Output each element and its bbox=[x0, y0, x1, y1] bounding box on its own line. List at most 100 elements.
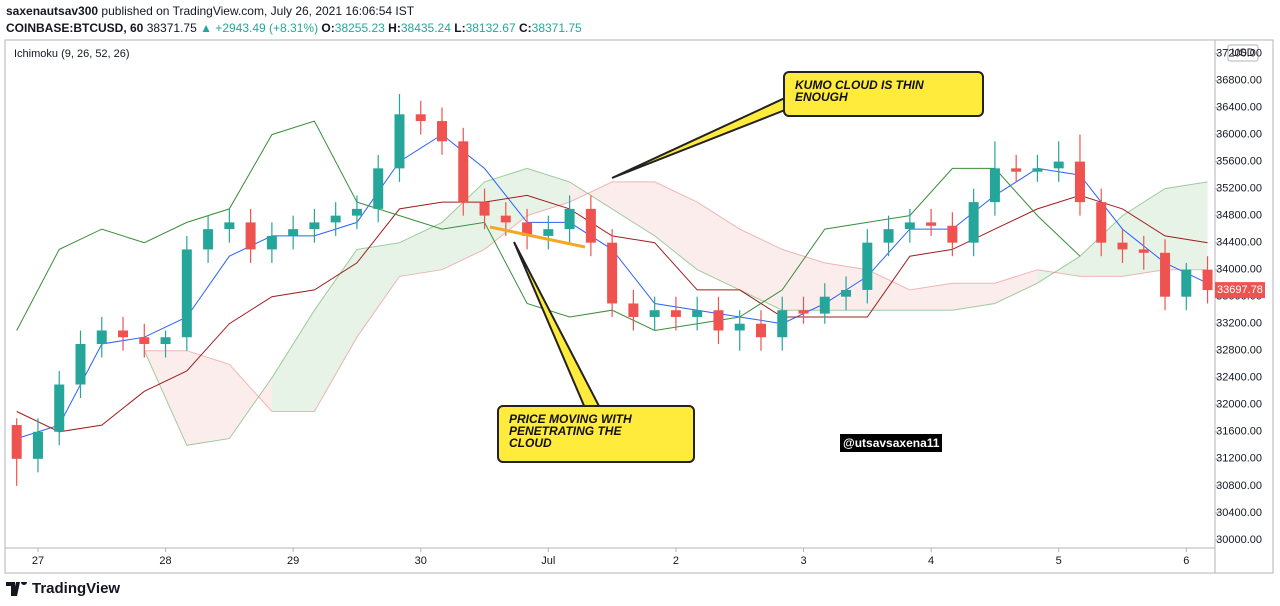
watermark: @utsavsaxena11 bbox=[840, 434, 943, 452]
currency: USD bbox=[1231, 47, 1254, 59]
candle-body bbox=[54, 384, 65, 432]
y-tick-label: 35600.00 bbox=[1216, 156, 1262, 168]
annotation: PRICE MOVING WITH PENETRATING THE CLOUD bbox=[497, 405, 695, 463]
y-tick-label: 32800.00 bbox=[1216, 345, 1262, 357]
candle-body bbox=[904, 222, 915, 230]
candle-body bbox=[373, 168, 384, 209]
cloud-segment bbox=[314, 249, 357, 412]
ohlc-label: L: bbox=[454, 21, 466, 35]
candle-body bbox=[11, 425, 22, 459]
ohlc-label: O: bbox=[321, 21, 335, 35]
y-tick-label: 30000.00 bbox=[1216, 534, 1262, 546]
cloud-segment bbox=[271, 310, 315, 412]
cloud-segment bbox=[952, 283, 995, 311]
x-tick-label: 3 bbox=[800, 555, 806, 567]
y-tick-label: 34400.00 bbox=[1216, 237, 1262, 249]
y-tick-label: 32400.00 bbox=[1216, 372, 1262, 384]
cloud-segment bbox=[356, 242, 400, 338]
candle-body bbox=[458, 141, 469, 203]
annotation: KUMO CLOUD IS THIN ENOUGH bbox=[783, 71, 984, 117]
candle-body bbox=[692, 310, 703, 317]
candle-body bbox=[203, 229, 214, 250]
footer: TradingView bbox=[6, 580, 120, 597]
candle-body bbox=[798, 310, 809, 314]
cloud-segment bbox=[229, 364, 272, 439]
chart-frame bbox=[4, 39, 1274, 574]
candle-body bbox=[1117, 242, 1128, 250]
x-tick-label: 6 bbox=[1183, 555, 1189, 567]
candle-body bbox=[118, 330, 129, 338]
candle-body bbox=[32, 431, 43, 459]
plot-area bbox=[11, 94, 1213, 486]
callout-pointer bbox=[611, 96, 786, 179]
ohlc: O:38255.23 H:38435.24 L:38132.67 C:38371… bbox=[321, 21, 581, 35]
candle-body bbox=[713, 310, 724, 331]
y-tick-label: 34000.00 bbox=[1216, 264, 1262, 276]
candle-body bbox=[330, 215, 341, 223]
x-tick-label: 30 bbox=[415, 555, 427, 567]
x-tick-label: 4 bbox=[928, 555, 934, 567]
cloud-segment bbox=[527, 168, 570, 216]
candle-body bbox=[543, 229, 554, 236]
cloud-segment bbox=[867, 269, 910, 311]
logo bbox=[6, 581, 27, 596]
last-price-label: 33697.78 bbox=[1217, 284, 1263, 296]
change: ▲ +2943.49 (+8.31%) bbox=[200, 21, 319, 35]
last-price-box bbox=[1215, 282, 1265, 299]
ohlc-value: 38435.24 bbox=[400, 21, 451, 35]
y-tick-label: 36800.00 bbox=[1216, 74, 1262, 86]
cloud-segment bbox=[1165, 181, 1208, 270]
candle-body bbox=[989, 168, 1000, 203]
indicator-label: Ichimoku (9, 26, 52, 26) bbox=[14, 48, 130, 60]
cloud-segment bbox=[186, 350, 230, 446]
y-tick-label: 32000.00 bbox=[1216, 399, 1262, 411]
callout-pointer bbox=[513, 241, 602, 409]
y-tick-label: 30800.00 bbox=[1216, 480, 1262, 492]
y-tick-label: 33200.00 bbox=[1216, 318, 1262, 330]
candle-body bbox=[564, 208, 575, 230]
candle-body bbox=[266, 235, 277, 250]
span-b-line bbox=[144, 181, 1208, 412]
cloud-segment bbox=[739, 229, 783, 311]
candle-body bbox=[649, 310, 660, 317]
candle-body bbox=[288, 229, 299, 236]
candle-body bbox=[883, 229, 894, 243]
candle-body bbox=[734, 323, 745, 331]
candle-body bbox=[479, 202, 490, 216]
brand: TradingView bbox=[32, 580, 121, 597]
cloud-segment bbox=[782, 249, 825, 311]
cloud-segment bbox=[612, 181, 655, 236]
x-tick-label: 2 bbox=[673, 555, 679, 567]
x-tick-label: 27 bbox=[32, 555, 44, 567]
trend-line bbox=[489, 225, 586, 249]
symbol-line: COINBASE:BTCUSD, 60 38371.75 ▲ +2943.49 … bbox=[6, 20, 582, 37]
span-a-line bbox=[143, 167, 1208, 446]
ohlc-label: H: bbox=[388, 21, 401, 35]
candle-body bbox=[777, 310, 788, 338]
candle-body bbox=[522, 222, 533, 236]
candle-body bbox=[1096, 202, 1107, 243]
y-tick-label: 31600.00 bbox=[1216, 426, 1262, 438]
candle-body bbox=[841, 289, 852, 297]
candle-body bbox=[139, 337, 150, 344]
y-tick-label: 36000.00 bbox=[1216, 128, 1262, 140]
publish-line: saxenautsav300 published on TradingView.… bbox=[6, 3, 582, 20]
candle-body bbox=[628, 303, 639, 317]
ohlc-value: 38132.67 bbox=[465, 21, 516, 35]
symbol: COINBASE:BTCUSD, 60 bbox=[6, 21, 144, 35]
y-tick-label: 34800.00 bbox=[1216, 210, 1262, 222]
candle-body bbox=[1202, 269, 1213, 291]
candle-body bbox=[1074, 161, 1085, 203]
candle-body bbox=[755, 323, 766, 338]
ohlc-value: 38371.75 bbox=[531, 21, 582, 35]
cloud-segment bbox=[994, 269, 1038, 304]
candle-body bbox=[1160, 252, 1171, 297]
header: saxenautsav300 published on TradingView.… bbox=[6, 3, 582, 37]
cloud-segment bbox=[399, 222, 443, 277]
candle-body bbox=[245, 222, 256, 250]
candle-body bbox=[1138, 249, 1149, 253]
candle-body bbox=[500, 215, 511, 223]
cloud-segment bbox=[654, 181, 698, 270]
